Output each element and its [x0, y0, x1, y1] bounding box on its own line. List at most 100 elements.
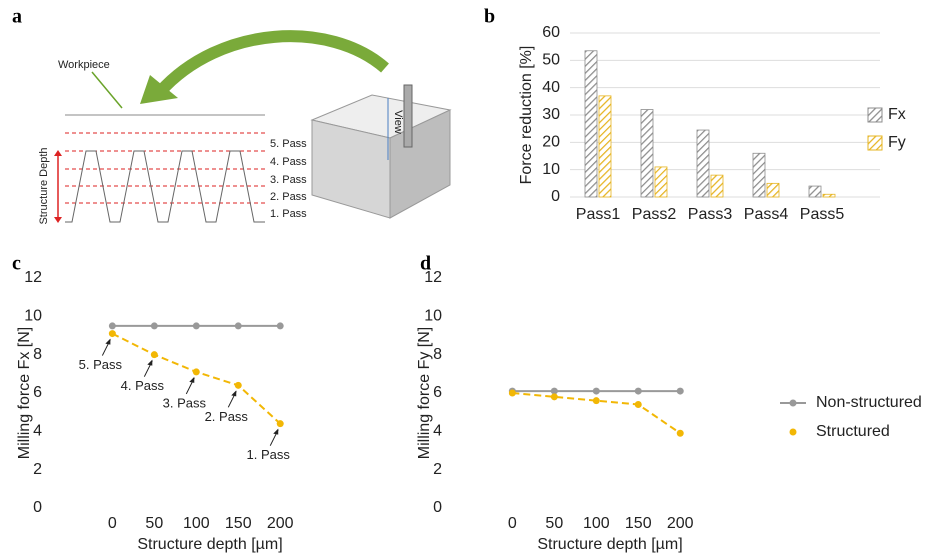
y-tick-label: 40: [542, 79, 560, 96]
pass-label: 5. Pass: [270, 138, 307, 150]
x-tick-label: 200: [667, 515, 694, 532]
arrow-head: [54, 150, 62, 156]
pass-label: 3. Pass: [270, 174, 307, 186]
y-tick-label: 12: [24, 269, 42, 286]
y-tick-label: 2: [33, 461, 42, 478]
y-axis-title: Milling force Fx [N]: [16, 327, 33, 459]
curved-arrow: [155, 30, 389, 97]
teeth: [65, 150, 265, 223]
point: [150, 322, 158, 330]
point: [592, 387, 600, 395]
bar: [696, 129, 710, 198]
annotation: 4. Pass: [121, 378, 165, 393]
arrow-head: [140, 75, 178, 104]
bar: [808, 185, 822, 198]
point: [150, 351, 158, 359]
arrow-head: [147, 359, 153, 366]
arrow-head: [105, 338, 111, 345]
arrow-head: [189, 376, 195, 383]
y-tick-label: 0: [33, 499, 42, 516]
bar: [822, 193, 836, 198]
legend-key: [789, 428, 797, 436]
x-tick-label: 0: [508, 515, 517, 532]
y-tick-label: 30: [542, 106, 560, 123]
pass-label: 2. Pass: [270, 191, 307, 203]
point: [276, 322, 284, 330]
y-tick-label: 10: [424, 308, 442, 325]
point: [192, 322, 200, 330]
depth-label: Structure Depth: [38, 147, 50, 224]
annotation: 2. Pass: [205, 409, 249, 424]
point: [634, 401, 642, 408]
panel-letter: c: [12, 253, 21, 275]
point: [108, 330, 116, 338]
point: [550, 387, 558, 395]
point: [676, 429, 684, 437]
y-tick-label: 2: [433, 461, 442, 478]
point: [508, 389, 516, 397]
x-tick-label: 150: [225, 515, 252, 532]
x-axis-title: Structure depth [µm]: [137, 536, 282, 553]
y-tick-label: 6: [33, 384, 42, 401]
bar: [584, 50, 598, 198]
x-tick-label: Pass2: [632, 206, 677, 223]
legend-key: [789, 399, 797, 407]
arrow-head: [231, 390, 237, 397]
y-tick-label: 20: [542, 134, 560, 151]
point: [192, 368, 200, 376]
y-tick-label: 10: [24, 308, 42, 325]
annotation: 5. Pass: [79, 357, 123, 372]
x-tick-label: 100: [183, 515, 210, 532]
x-tick-label: Pass3: [688, 206, 733, 223]
y-tick-label: 6: [433, 384, 442, 401]
legend-label: Non-structured: [816, 394, 922, 411]
bar: [752, 152, 766, 198]
legend-label: Fx: [888, 106, 906, 123]
y-tick-label: 0: [551, 188, 560, 205]
bar: [640, 109, 654, 198]
pass-label: 4. Pass: [270, 156, 307, 168]
y-tick-label: 4: [433, 423, 442, 440]
view-label: View: [392, 110, 404, 134]
bar: [654, 166, 668, 198]
point: [234, 322, 242, 330]
y-tick-label: 50: [542, 52, 560, 69]
x-tick-label: 200: [267, 515, 294, 532]
point: [550, 393, 558, 401]
panel-letter: b: [484, 6, 495, 28]
bar: [710, 174, 724, 198]
x-tick-label: Pass1: [576, 206, 621, 223]
tool: [403, 84, 413, 148]
y-axis-title: Milling force Fy [N]: [416, 327, 433, 459]
legend-label: Structured: [816, 423, 890, 440]
panel-letter: d: [420, 253, 431, 275]
y-tick-label: 4: [33, 423, 42, 440]
bar: [598, 95, 612, 198]
x-tick-label: 100: [583, 515, 610, 532]
x-tick-label: Pass4: [744, 206, 789, 223]
pointer: [91, 71, 123, 109]
x-tick-label: 50: [545, 515, 563, 532]
y-tick-label: 12: [424, 269, 442, 286]
annotation: 1. Pass: [247, 447, 291, 462]
x-tick-label: 150: [625, 515, 652, 532]
point: [592, 397, 600, 405]
legend-key: [867, 107, 883, 123]
x-tick-label: 50: [145, 515, 163, 532]
y-axis-title: Force reduction [%]: [518, 46, 535, 185]
legend-key: [867, 135, 883, 151]
workpiece-label: Workpiece: [58, 59, 110, 71]
legend-label: Fy: [888, 134, 906, 151]
point: [234, 381, 242, 389]
point: [634, 387, 642, 395]
annotation: 3. Pass: [163, 395, 207, 410]
y-tick-label: 60: [542, 24, 560, 41]
y-tick-label: 0: [433, 499, 442, 516]
y-tick-label: 8: [433, 346, 442, 363]
bar: [766, 182, 780, 198]
series-line: [512, 392, 681, 435]
y-tick-label: 10: [542, 161, 560, 178]
point: [276, 420, 284, 428]
point: [676, 387, 684, 395]
